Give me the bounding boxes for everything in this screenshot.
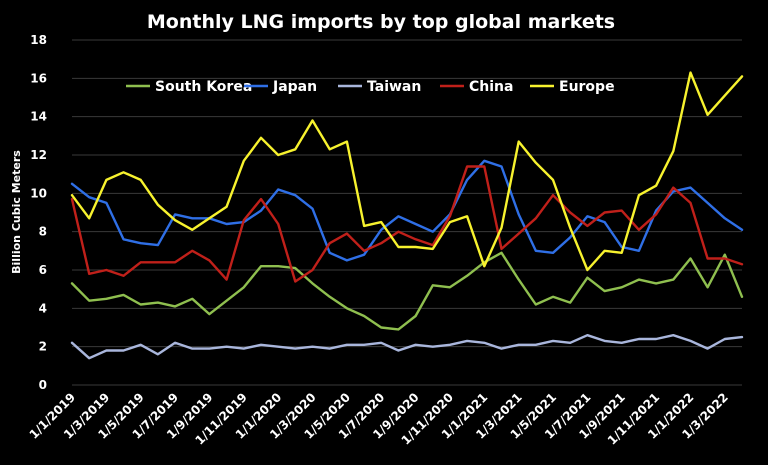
y-axis-ticks: 0 2 4 6 8 10 12 14 16 18 [30,33,47,392]
y-tick-label: 18 [30,33,47,47]
y-tick-label: 14 [30,110,47,124]
y-tick-label: 12 [30,148,47,162]
series-line-south-korea [70,251,744,331]
series-line-taiwan [70,334,744,360]
y-tick-label: 2 [39,340,47,354]
y-tick-label: 0 [39,378,47,392]
series-lines [70,71,744,360]
legend-label: South Korea [155,79,252,95]
legend-label: China [469,79,513,95]
chart-title: Monthly LNG imports by top global market… [147,11,615,33]
legend-label: Japan [272,79,317,95]
y-tick-label: 16 [30,71,47,85]
y-tick-label: 10 [30,186,47,200]
y-axis-label: Billion Cubic Meters [10,150,23,274]
legend-label: Europe [559,79,615,95]
y-tick-label: 6 [39,263,47,277]
series-line-japan [70,159,744,262]
series-line-europe [70,71,744,272]
y-tick-label: 4 [39,301,47,315]
legend: South Korea Japan Taiwan China Europe [126,79,615,95]
legend-label: Taiwan [367,79,421,95]
y-tick-label: 8 [39,225,47,239]
